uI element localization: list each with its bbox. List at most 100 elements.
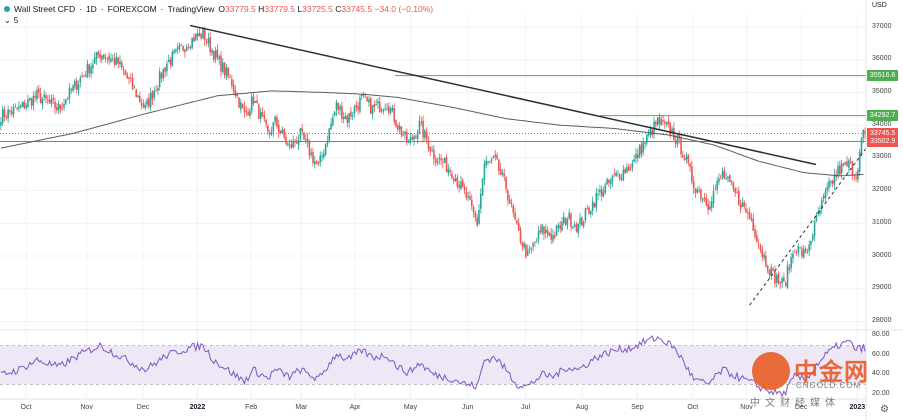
candle-body (342, 117, 345, 120)
candle-body (696, 189, 699, 193)
candle-body (599, 189, 601, 193)
candle-body (341, 105, 343, 119)
candle-body (721, 171, 724, 178)
candle-body (703, 197, 706, 200)
candle-body (384, 108, 386, 110)
candle-body (424, 130, 426, 138)
candle-body (3, 109, 6, 117)
candles (0, 26, 866, 290)
candle-body (57, 104, 60, 112)
level-34292-tag: 34292.7 (867, 110, 899, 122)
ohlc-values: O33779.5 H33779.5 L33725.5 C33745.5 −34.… (218, 4, 433, 14)
candle-body (597, 193, 599, 195)
candle-body (793, 251, 796, 253)
candle-body (277, 124, 280, 133)
candle-body (700, 189, 702, 199)
candle-body (546, 230, 549, 235)
candle-body (65, 99, 67, 104)
candle-body (378, 101, 381, 112)
candle-body (743, 202, 746, 207)
candle-body (12, 107, 15, 115)
candle-body (626, 167, 628, 173)
candle-body (120, 62, 123, 68)
candle-body (259, 111, 262, 120)
candle-body (458, 184, 460, 188)
candle-body (627, 166, 630, 171)
candle-body (194, 34, 197, 41)
candle-body (151, 91, 154, 100)
time-tick-label: Oct (20, 404, 32, 411)
resistance-trendline (189, 24, 817, 166)
candle-body (153, 91, 156, 98)
candle-body (765, 256, 767, 266)
candle-body (682, 154, 684, 158)
candle-body (802, 249, 805, 258)
symbol-name[interactable]: Wall Street CFD (14, 4, 76, 14)
candle-body (683, 158, 686, 161)
candle-body (27, 99, 29, 107)
candle-body (5, 116, 8, 118)
currency-label[interactable]: USD (872, 2, 887, 9)
candle-body (494, 154, 497, 157)
candle-body (18, 106, 20, 109)
candle-body (326, 141, 329, 144)
candle-body (90, 66, 92, 74)
candle-body (768, 269, 771, 275)
candle-body (501, 172, 504, 175)
gear-icon[interactable]: ⚙ (880, 404, 889, 415)
candle-body (321, 155, 323, 157)
candle-body (117, 57, 119, 64)
candle-body (761, 249, 764, 257)
candle-body (404, 131, 406, 135)
candle-body (413, 136, 415, 140)
time-tick-label: Oct (687, 404, 699, 411)
candle-body (227, 67, 230, 76)
candle-body (52, 98, 55, 100)
candle-body (236, 94, 239, 96)
candle-body (593, 203, 596, 207)
candle-body (101, 55, 103, 60)
candle-body (283, 129, 285, 138)
candle-body (234, 90, 237, 97)
candle-body (487, 161, 489, 163)
indicator-collapse-button[interactable]: ⌄ 5 (4, 16, 18, 25)
candle-body (822, 196, 825, 199)
candle-body (155, 90, 157, 92)
candle-body (225, 67, 228, 78)
candle-body (193, 37, 195, 42)
candle-body (811, 235, 814, 240)
candle-body (561, 221, 563, 231)
watermark-brand: 中金网 (794, 358, 869, 386)
interval[interactable]: 1D (85, 4, 97, 14)
candle-body (649, 128, 652, 136)
candle-body (139, 95, 141, 102)
candle-body (406, 131, 408, 143)
candle-body (645, 134, 648, 144)
candle-body (651, 129, 654, 136)
candle-body (431, 149, 433, 151)
candle-body (351, 114, 354, 117)
candle-body (140, 102, 143, 106)
close-value: 33745.5 (341, 4, 373, 14)
candle-body (795, 252, 798, 254)
candle-body (238, 97, 240, 108)
candle-body (240, 102, 242, 110)
candle-body (622, 169, 625, 181)
candle-body (214, 50, 217, 59)
header-separator: · (160, 4, 164, 14)
candle-body (387, 106, 390, 113)
open-label: O (218, 4, 226, 14)
candle-body (391, 107, 394, 111)
candle-body (133, 87, 136, 89)
candle-body (685, 156, 688, 160)
candle-body (232, 84, 235, 92)
candle-body (380, 109, 383, 111)
candle-body (788, 267, 791, 270)
candle-body (671, 128, 673, 134)
candle-body (173, 50, 175, 53)
candle-body (274, 116, 276, 122)
candle-body (305, 139, 307, 141)
candle-body (68, 87, 71, 99)
